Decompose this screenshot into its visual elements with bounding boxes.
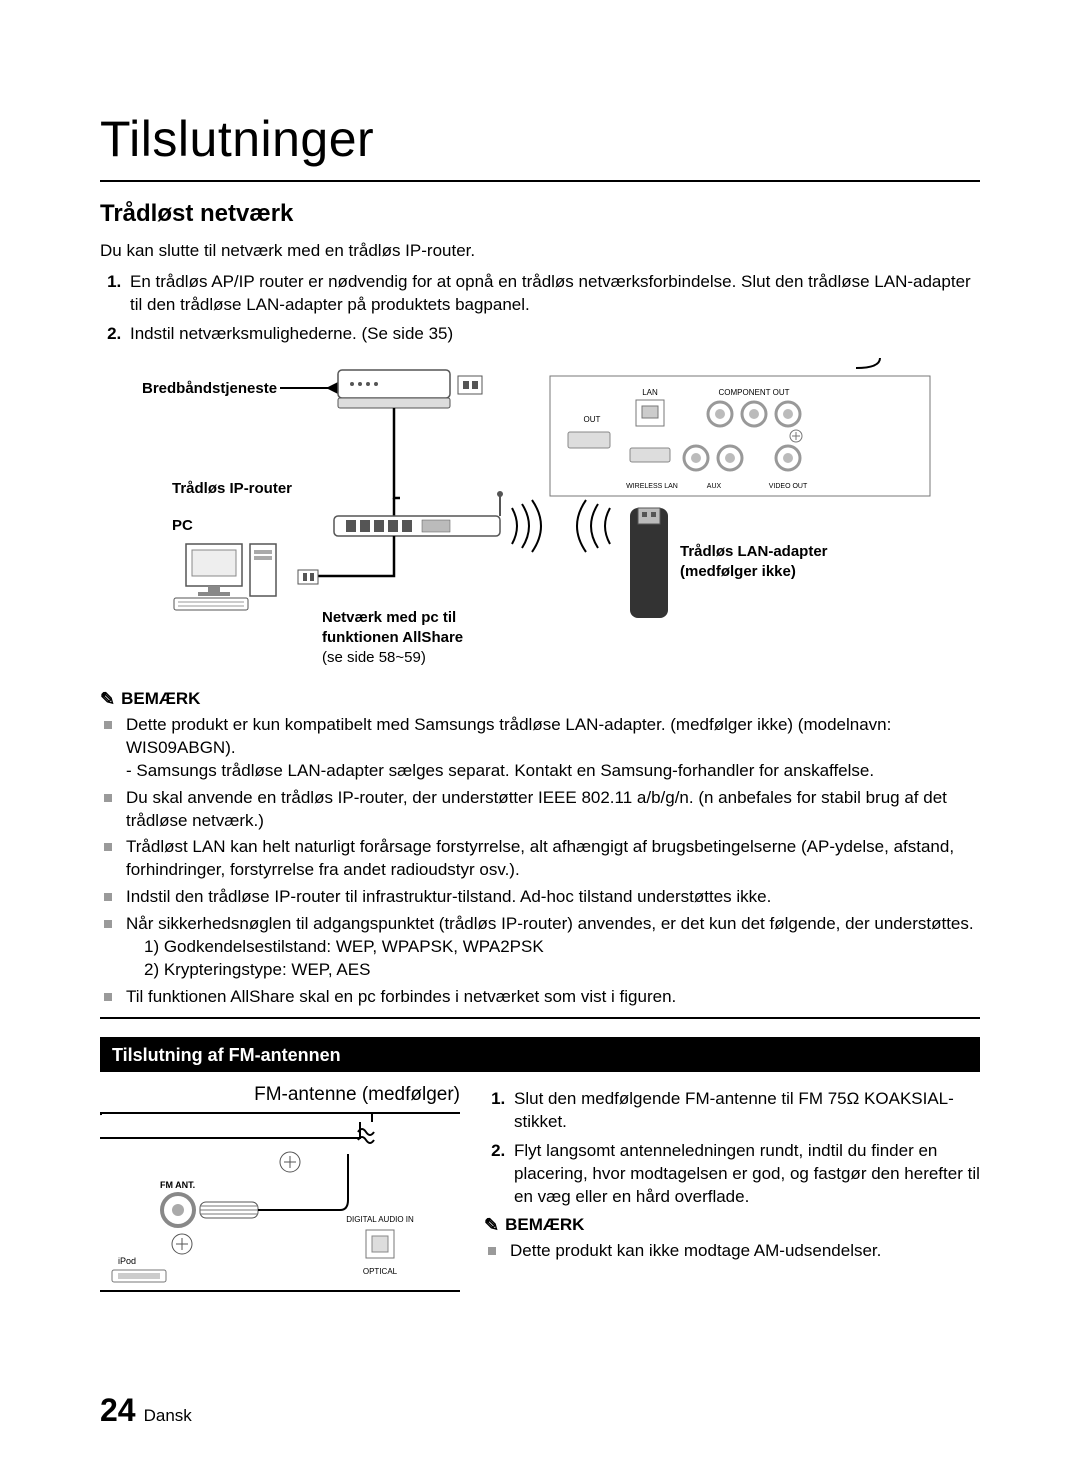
note-icon: ✎	[484, 1215, 499, 1236]
note-heading-text: BEMÆRK	[121, 689, 200, 709]
lan-adapter-label-1: Trådløs LAN-adapter	[680, 543, 828, 560]
wireless-steps: En trådløs AP/IP router er nødvendig for…	[100, 271, 980, 346]
fm-note-heading: ✎ BEMÆRK	[484, 1215, 980, 1236]
fm-note-heading-text: BEMÆRK	[505, 1215, 584, 1235]
back-panel: LAN COMPONENT OUT OUT WIRELESS LAN AUX V…	[550, 358, 930, 496]
wall-plate-icon	[458, 376, 482, 394]
wireless-network-diagram: Bredbåndstjeneste Trådløs IP-router	[100, 358, 980, 678]
note-item: Trådløst LAN kan helt naturligt forårsag…	[122, 836, 980, 882]
svg-text:DIGITAL AUDIO IN: DIGITAL AUDIO IN	[346, 1215, 414, 1224]
note-item: Dette produkt er kun kompatibelt med Sam…	[122, 714, 980, 783]
wireless-step-1: En trådløs AP/IP router er nødvendig for…	[126, 271, 980, 317]
fm-step-2: Flyt langsomt antenneledningen rundt, in…	[510, 1140, 980, 1209]
page-number: 24	[100, 1392, 136, 1429]
note-item: Du skal anvende en trådløs IP-router, de…	[122, 787, 980, 833]
wireless-heading: Trådløst netværk	[100, 200, 980, 228]
svg-text:OPTICAL: OPTICAL	[363, 1267, 398, 1276]
fm-note-item: Dette produkt kan ikke modtage AM-udsend…	[506, 1240, 980, 1263]
fm-step-1: Slut den medfølgende FM-antenne til FM 7…	[510, 1088, 980, 1134]
broadband-label: Bredbåndstjeneste	[142, 380, 277, 397]
wireless-receive-icon	[577, 500, 610, 552]
pc-label: PC	[172, 517, 193, 534]
allshare-label-1: Netværk med pc til	[322, 609, 456, 626]
note-icon: ✎	[100, 689, 115, 710]
svg-text:AUX: AUX	[707, 483, 722, 490]
note-item: Når sikkerhedsnøglen til adgangspunktet …	[122, 913, 980, 982]
fm-diagram: FM ANT. iPod	[100, 1112, 460, 1292]
fm-caption: FM-antenne (medfølger)	[100, 1084, 460, 1106]
usb-adapter-icon	[630, 508, 668, 618]
note-item: Indstil den trådløse IP-router til infra…	[122, 886, 980, 909]
manual-page: Tilslutninger Trådløst netværk Du kan sl…	[0, 0, 1080, 1479]
svg-text:FM ANT.: FM ANT.	[160, 1180, 195, 1190]
fm-section: FM-antenne (medfølger) FM ANT.	[100, 1084, 980, 1292]
note-heading: ✎ BEMÆRK	[100, 689, 980, 710]
svg-text:WIRELESS LAN: WIRELESS LAN	[626, 483, 678, 490]
svg-text:VIDEO OUT: VIDEO OUT	[769, 483, 808, 490]
page-footer: 24 Dansk	[100, 1392, 192, 1429]
svg-text:LAN: LAN	[642, 388, 658, 397]
lan-adapter-label-2: (medfølger ikke)	[680, 563, 796, 580]
svg-text:COMPONENT OUT: COMPONENT OUT	[719, 388, 790, 397]
note-item: Til funktionen AllShare skal en pc forbi…	[122, 986, 980, 1009]
svg-text:iPod: iPod	[118, 1256, 136, 1266]
fm-notes: Dette produkt kan ikke modtage AM-udsend…	[484, 1240, 980, 1263]
page-lang: Dansk	[144, 1406, 192, 1426]
title-rule	[100, 180, 980, 182]
wireless-notes: Dette produkt er kun kompatibelt med Sam…	[100, 714, 980, 1009]
lan-plug-icon	[298, 570, 318, 584]
svg-text:OUT: OUT	[584, 415, 601, 424]
wireless-waves-icon	[512, 500, 541, 552]
modem-icon	[338, 370, 450, 408]
allshare-ref: (se side 58~59)	[322, 649, 426, 666]
allshare-label-2: funktionen AllShare	[322, 629, 463, 646]
section-rule	[100, 1017, 980, 1019]
wireless-intro: Du kan slutte til netværk med en trådløs…	[100, 240, 980, 263]
page-title: Tilslutninger	[100, 110, 980, 168]
wireless-step-2: Indstil netværksmulighederne. (Se side 3…	[126, 323, 980, 346]
router-icon	[334, 491, 503, 536]
fm-section-bar: Tilslutning af FM-antennen	[100, 1037, 980, 1072]
fm-steps: Slut den medfølgende FM-antenne til FM 7…	[484, 1088, 980, 1209]
router-label: Trådløs IP-router	[172, 480, 292, 497]
pc-icon	[174, 544, 276, 610]
